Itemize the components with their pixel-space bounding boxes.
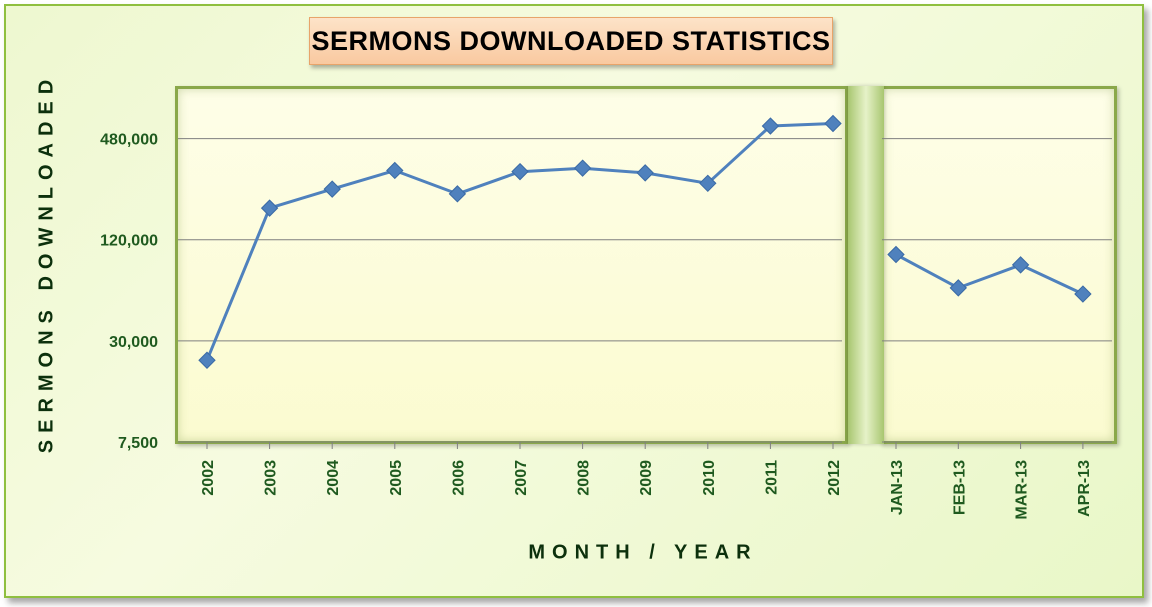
data-point-marker (636, 164, 654, 182)
x-tick-label: JAN-13 (889, 460, 906, 515)
x-tick-label: 2005 (388, 460, 405, 496)
series-lines (205, 122, 1084, 361)
y-tick-label: 120,000 (100, 233, 158, 250)
data-point-marker (1011, 256, 1030, 274)
series-line-2 (895, 253, 1084, 296)
x-tick-label: 2011 (763, 460, 780, 495)
gridlines (175, 88, 1112, 443)
x-tick-label: FEB-13 (951, 460, 968, 515)
y-tick-label: 30,000 (109, 334, 158, 351)
chart-title-box: SERMONS DOWNLOADED STATISTICS (309, 17, 833, 65)
x-tick-label: 2012 (826, 460, 843, 496)
data-point-marker (887, 245, 905, 264)
data-point-marker (260, 199, 279, 217)
data-point-marker (198, 351, 216, 369)
series-markers (198, 114, 1092, 369)
data-point-marker (824, 114, 842, 133)
data-point-marker (323, 180, 341, 198)
y-tick-label: 7,500 (118, 435, 158, 452)
y-axis-ticks: 7,500 30,000 120,000 480,000 (100, 132, 158, 452)
data-point-marker (949, 279, 968, 297)
data-point-marker (699, 174, 717, 193)
x-tick-label: 2004 (325, 460, 342, 496)
x-tick-label: 2009 (638, 460, 655, 496)
x-tick-label: 2003 (263, 460, 280, 496)
x-tick-label: 2002 (200, 460, 217, 496)
x-tick-label: 2006 (450, 460, 467, 496)
y-tick-label: 480,000 (100, 132, 158, 149)
chart-title: SERMONS DOWNLOADED STATISTICS (311, 25, 831, 56)
y-axis-label: SERMONS DOWNLOADED (35, 72, 58, 454)
x-tick-label: 2008 (576, 460, 593, 496)
x-tick-label: MAR-13 (1014, 460, 1031, 520)
data-point-marker (511, 162, 529, 181)
data-point-marker (1074, 285, 1092, 303)
data-point-marker (386, 161, 404, 180)
data-point-marker (448, 185, 467, 203)
data-point-marker (761, 117, 780, 135)
x-tick-label: 2007 (513, 460, 530, 496)
x-tick-label: 2010 (701, 460, 718, 496)
x-axis-label: MONTH / YEAR (528, 541, 758, 564)
plot-area-years (175, 86, 848, 444)
data-point-marker (573, 159, 592, 177)
x-tick-label: APR-13 (1076, 460, 1093, 517)
series-line-1 (205, 122, 834, 361)
axis-break-bar (848, 86, 884, 444)
x-axis-ticks: 2002 2003 2004 2005 2006 2007 2008 2009 2010 2011… (200, 442, 1093, 520)
